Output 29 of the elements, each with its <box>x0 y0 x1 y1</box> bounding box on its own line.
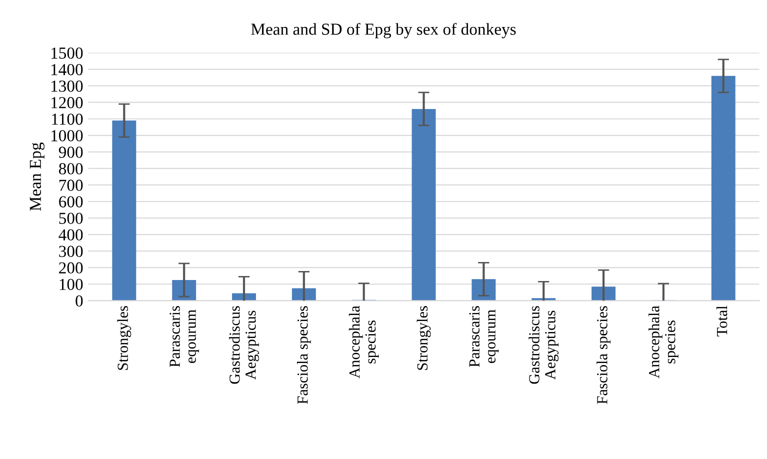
x-tick-label: Parascaris eqourum <box>170 306 199 367</box>
y-tick-label: 500 <box>59 212 83 224</box>
y-tick-label: 1200 <box>51 97 83 108</box>
y-tick-label: 1000 <box>51 130 83 142</box>
x-tick-label: Strongyles <box>117 306 132 370</box>
y-tick-label: 0 <box>76 295 83 307</box>
y-tick-label: 300 <box>59 246 83 258</box>
y-axis-title: Mean Epg <box>30 142 44 211</box>
x-tick-label: Fasciola species <box>596 306 610 404</box>
x-tick-label: Gastrodiscus Aegypticus <box>528 306 559 384</box>
y-tick-label: 600 <box>59 196 83 208</box>
y-tick-label: 900 <box>58 146 83 158</box>
y-tick-label: 1400 <box>51 64 83 76</box>
y-tick-label: 200 <box>59 262 83 274</box>
y-tick-label: 1300 <box>51 80 83 92</box>
x-tick-label: Strongyles <box>416 306 431 370</box>
y-tick-label: 800 <box>58 163 83 174</box>
x-tick-label: Fasciola species <box>296 306 311 404</box>
x-tick-label: Parascaris eqourum <box>469 306 499 367</box>
chart-title: Mean and SD of Epg by sex of donkeys <box>251 22 516 38</box>
y-tick-label: 100 <box>60 278 83 290</box>
x-tick-label: Total <box>716 306 728 336</box>
x-tick-label: Gastrodiscus Aegypticus <box>229 306 259 384</box>
x-tick-label: Anocephala species <box>648 306 678 378</box>
y-tick-label: 1500 <box>51 47 83 59</box>
y-tick-label: 400 <box>58 229 83 240</box>
y-tick-label: 1100 <box>52 114 83 125</box>
y-tick-label: 700 <box>59 180 83 191</box>
x-tick-label: Anocephala species <box>348 306 379 378</box>
